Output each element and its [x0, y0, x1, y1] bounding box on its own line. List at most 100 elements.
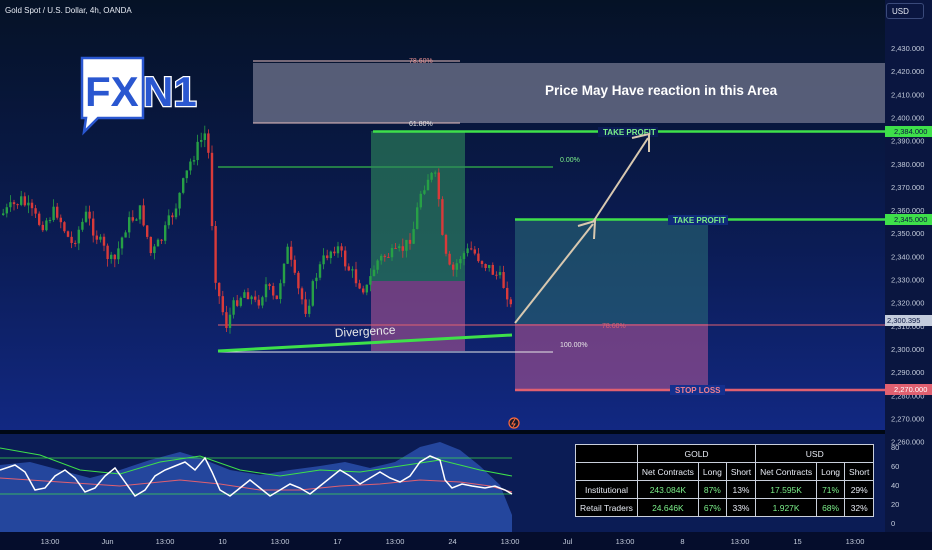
candle-body [462, 253, 466, 260]
candle-body [315, 277, 318, 282]
candle-body [160, 239, 163, 241]
candle-body [30, 202, 34, 209]
candle-body [99, 236, 102, 240]
candle-body [254, 296, 257, 300]
candle-body [59, 217, 62, 223]
candle-body [387, 256, 390, 258]
candle-body [347, 266, 350, 271]
candle-body [365, 284, 368, 293]
candle-body [362, 288, 365, 293]
candle-body [383, 255, 386, 257]
candle-body [304, 299, 307, 314]
time-tick-label: 17 [333, 537, 341, 546]
table-cell: 24.646K [636, 498, 699, 517]
candle-body [243, 292, 246, 298]
candle-body [102, 236, 106, 246]
table-subheader: Short [844, 462, 875, 481]
price-tick-label: 2,260.000 [891, 438, 924, 447]
candle-body [473, 249, 476, 254]
candle-body [297, 272, 300, 289]
candle-body [210, 152, 214, 227]
price-tick-label: 2,310.000 [891, 322, 924, 331]
candle-body [311, 281, 314, 306]
table-cell: 29% [844, 480, 875, 499]
currency-button[interactable]: USD [886, 3, 924, 19]
table-header-row: GOLD USD [575, 444, 875, 463]
time-axis[interactable] [0, 532, 932, 550]
fib-786-low-label: 78.60% [602, 323, 626, 330]
candle-body [495, 274, 498, 276]
osc-tick-label: 80 [891, 443, 899, 452]
candle-body [423, 190, 426, 194]
candle-body [66, 231, 70, 237]
candle-body [221, 296, 224, 313]
candle-body [250, 296, 253, 300]
table-cell: 87% [697, 480, 727, 499]
fib-786-top-label: 78.60% [409, 58, 433, 65]
candle-body [135, 219, 138, 221]
candle-body [239, 297, 242, 306]
candle-body [110, 254, 113, 259]
price-tick-label: 2,410.000 [891, 90, 924, 99]
reaction-zone [253, 63, 885, 123]
current-price-tag-text: 2,300.395 [887, 316, 920, 325]
candle-body [23, 196, 26, 206]
candle-body [214, 226, 217, 283]
table-cell: 67% [697, 498, 727, 517]
table-subheader: Long [697, 462, 727, 481]
candle-body [257, 299, 260, 306]
price-tick-label: 2,270.000 [891, 414, 924, 423]
candle-body [128, 217, 131, 233]
candle-body [272, 285, 275, 296]
cot-table: GOLD USD Net Contracts Long Short Net Co… [575, 444, 875, 517]
candle-body [174, 208, 178, 218]
candle-body [192, 160, 196, 162]
table-cell: 243.084K [636, 480, 699, 499]
candle-body [408, 239, 412, 244]
candle-body [12, 202, 16, 205]
price-axis[interactable] [885, 0, 932, 532]
candle-body [200, 139, 203, 142]
table-subheader: Short [725, 462, 757, 481]
candle-body [279, 283, 282, 300]
candle-body [300, 288, 304, 300]
oscillator-signal-line [0, 477, 513, 493]
time-tick-label: 13:00 [271, 537, 290, 546]
candle-body [142, 205, 145, 226]
candle-body [27, 202, 30, 206]
price-tick-label: 2,370.000 [891, 183, 924, 192]
time-tick-label: 13:00 [41, 537, 60, 546]
candle-body [182, 178, 185, 193]
table-row: Institutional 243.084K 87% 13% 17.595K 7… [575, 480, 875, 499]
price-tick-label: 2,420.000 [891, 67, 924, 76]
candle-body [56, 206, 59, 218]
symbol-title[interactable]: Gold Spot / U.S. Dollar, 4h, OANDA [5, 6, 132, 15]
candlestick-series[interactable] [2, 125, 512, 334]
candle-body [131, 217, 134, 221]
projection-arrow-2-head [631, 132, 650, 152]
candle-body [491, 264, 494, 275]
time-tick-label: 15 [793, 537, 801, 546]
candle-body [45, 220, 48, 231]
tp2-price-tag-text: 2,345.000 [894, 215, 927, 224]
candle-body [318, 264, 322, 278]
panel-divider [0, 430, 885, 434]
candle-body [268, 284, 271, 286]
table-header-gold: GOLD [636, 444, 757, 463]
alert-icon[interactable] [508, 417, 520, 429]
divergence-label: Divergence [334, 323, 396, 340]
candle-body [63, 222, 66, 232]
oscillator [0, 442, 513, 532]
candle-body [322, 255, 325, 265]
reaction-zone-text: Price May Have reaction in this Area [545, 83, 778, 98]
candle-body [246, 292, 250, 300]
time-tick-label: 13:00 [386, 537, 405, 546]
table-row-label: Institutional [575, 480, 638, 499]
price-tick-label: 2,400.000 [891, 113, 924, 122]
candle-body [20, 196, 23, 205]
candle-body [196, 141, 199, 161]
candle-body [333, 251, 336, 254]
fib-100-label: 100.00% [560, 342, 588, 349]
candle-body [124, 232, 127, 238]
